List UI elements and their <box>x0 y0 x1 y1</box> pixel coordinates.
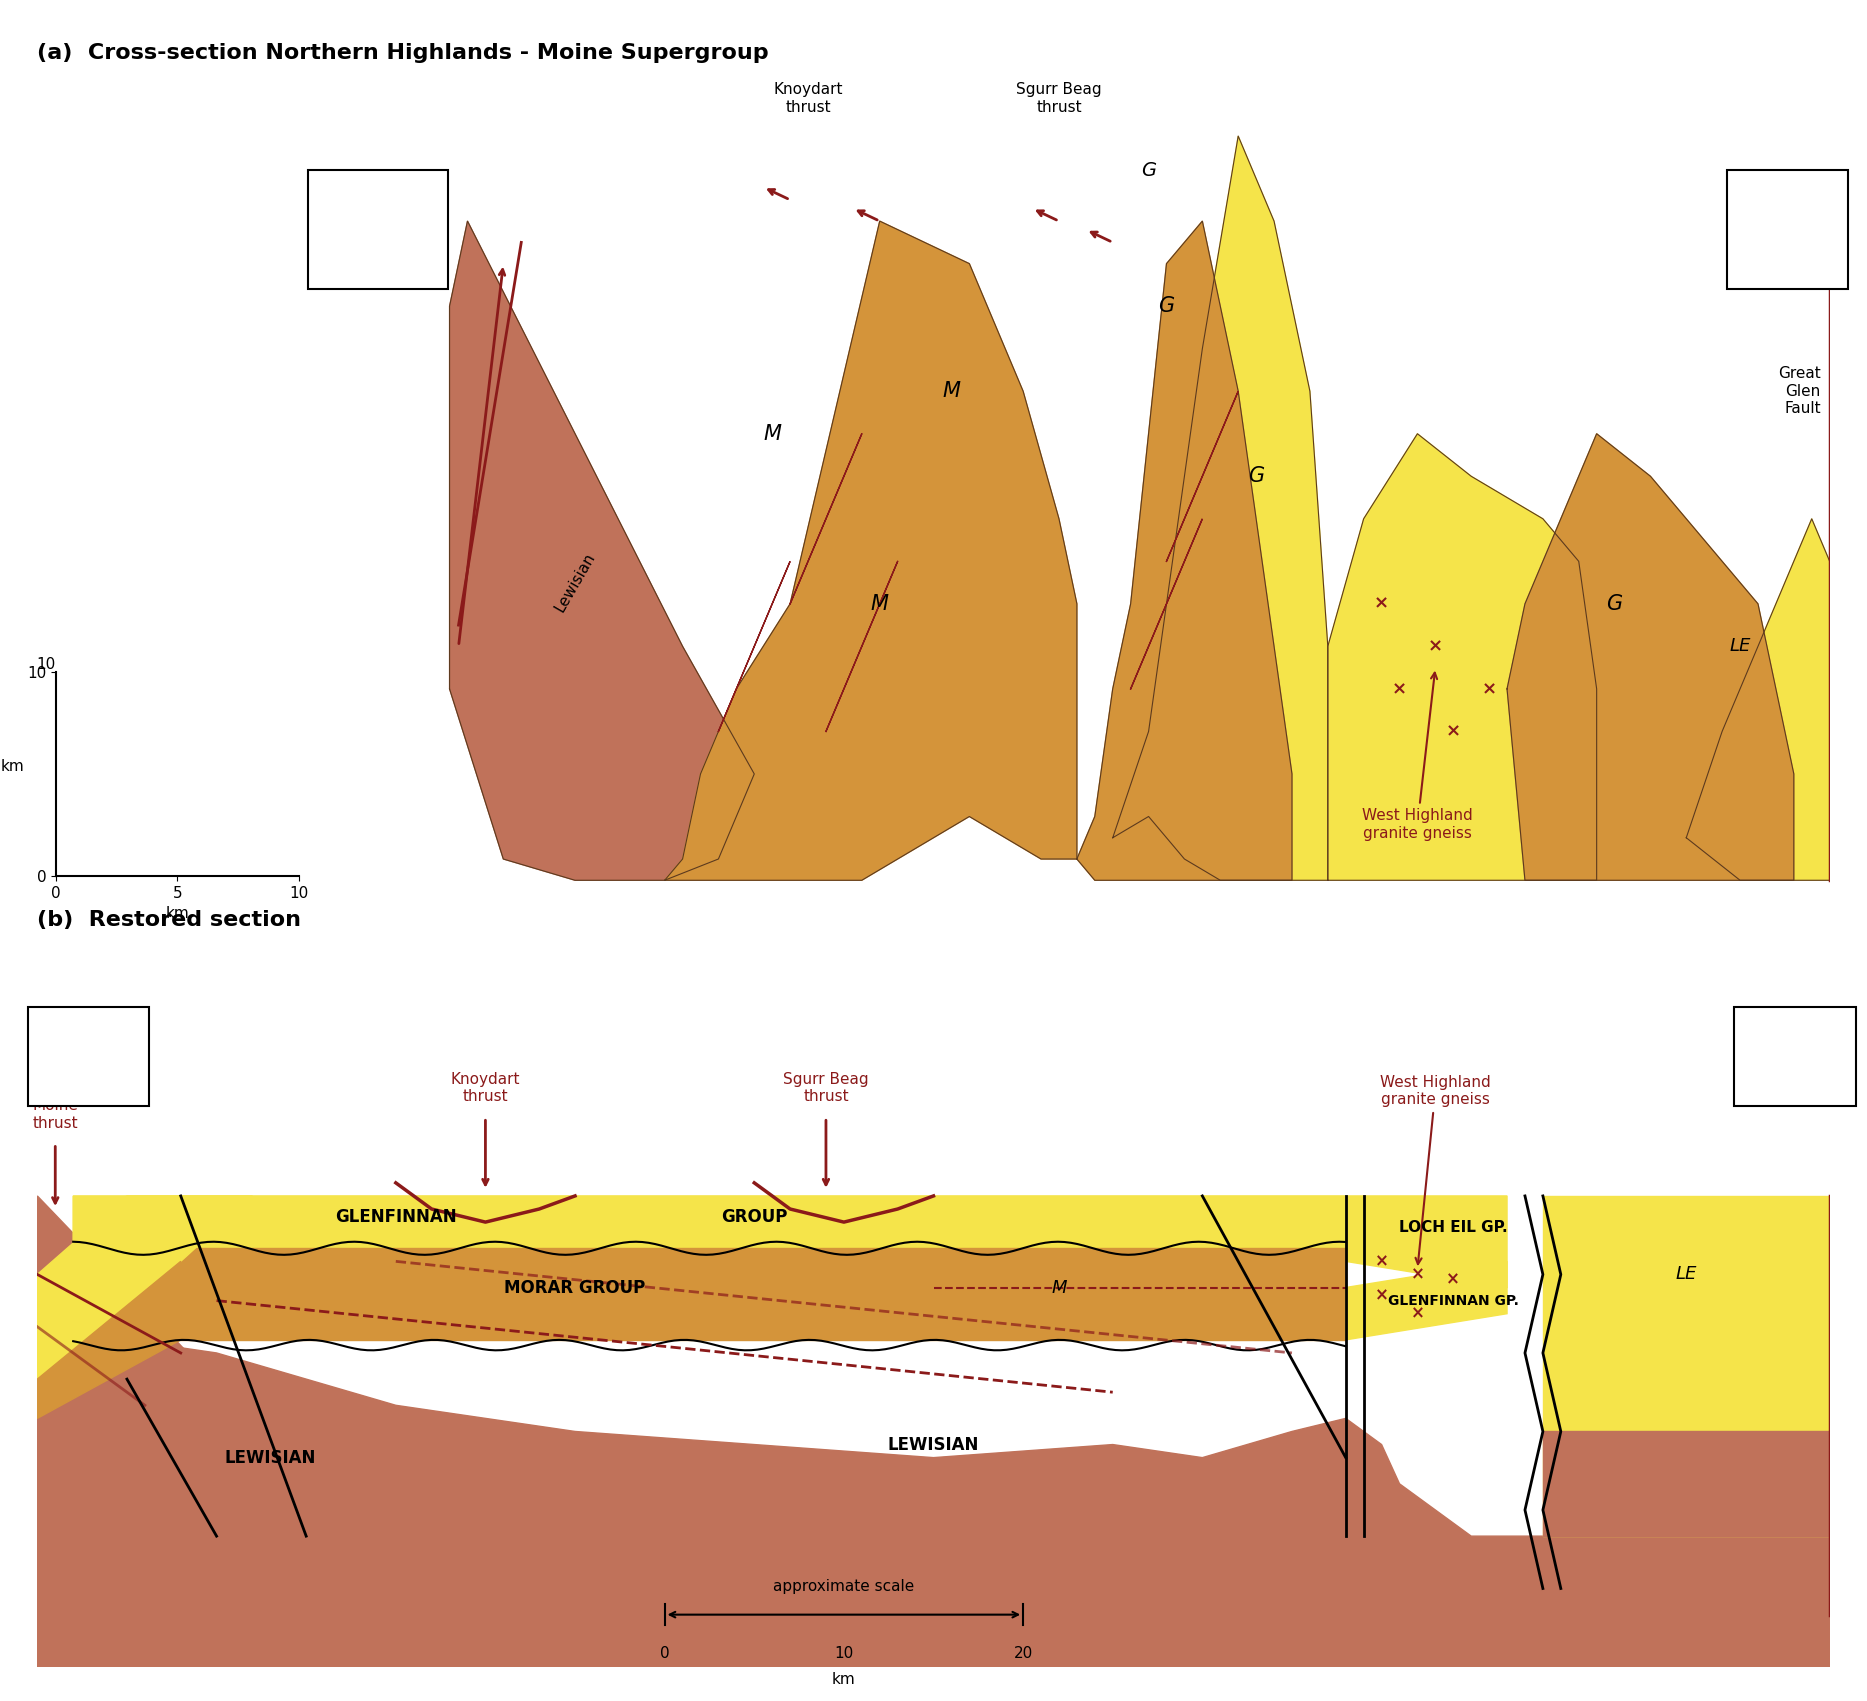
Text: ×: × <box>1410 1266 1425 1284</box>
Text: approximate scale: approximate scale <box>773 1579 915 1594</box>
Text: 20: 20 <box>1014 1647 1032 1662</box>
Text: (b)  Restored section: (b) Restored section <box>37 910 301 930</box>
Text: Great
Glen
Fault: Great Glen Fault <box>1777 366 1820 417</box>
Text: ×: × <box>1374 1252 1389 1271</box>
Text: West Highland
granite gneiss: West Highland granite gneiss <box>1380 1075 1490 1264</box>
Text: G: G <box>1141 160 1156 180</box>
Polygon shape <box>450 221 754 881</box>
Text: M: M <box>870 594 889 614</box>
Text: MORAR GROUP: MORAR GROUP <box>504 1279 646 1296</box>
Text: West Highland
granite gneiss: West Highland granite gneiss <box>1363 672 1473 840</box>
Text: LEWISIAN: LEWISIAN <box>224 1449 316 1466</box>
Text: NW: NW <box>69 1046 106 1067</box>
Text: ×: × <box>1447 1271 1460 1289</box>
Text: SE: SE <box>1774 219 1800 240</box>
Polygon shape <box>1346 1288 1507 1340</box>
Text: 10: 10 <box>37 657 56 672</box>
Text: GLENFINNAN: GLENFINNAN <box>334 1208 457 1226</box>
Text: km: km <box>833 1672 855 1687</box>
Text: LE: LE <box>1729 638 1751 655</box>
Polygon shape <box>37 1196 288 1458</box>
Polygon shape <box>1113 136 1327 881</box>
Polygon shape <box>1346 1262 1507 1313</box>
Text: M: M <box>1051 1279 1066 1296</box>
Text: Lewisian: Lewisian <box>553 551 597 614</box>
Text: SE: SE <box>1781 1046 1807 1067</box>
Polygon shape <box>1507 434 1794 881</box>
Polygon shape <box>1346 1196 1507 1288</box>
Y-axis label: km: km <box>0 759 24 774</box>
Text: 10: 10 <box>835 1647 853 1662</box>
Polygon shape <box>1077 221 1292 881</box>
Text: Knoydart
thrust: Knoydart thrust <box>450 1072 521 1104</box>
Polygon shape <box>73 1196 1346 1262</box>
Text: Sgurr Beag
thrust: Sgurr Beag thrust <box>1016 82 1102 116</box>
Polygon shape <box>665 221 1077 881</box>
Polygon shape <box>37 1340 1830 1667</box>
Text: ×: × <box>1374 595 1389 612</box>
X-axis label: km: km <box>166 907 189 922</box>
Text: ×: × <box>1482 680 1497 697</box>
Polygon shape <box>1686 519 1830 881</box>
Text: ×: × <box>1393 680 1408 697</box>
Text: G: G <box>1158 296 1174 316</box>
Text: GLENFINNAN GP.: GLENFINNAN GP. <box>1387 1294 1518 1308</box>
Text: Knoydart
thrust: Knoydart thrust <box>773 82 842 116</box>
Text: 0: 0 <box>659 1647 670 1662</box>
Text: G: G <box>1247 466 1264 486</box>
Text: ×: × <box>1374 1286 1389 1305</box>
Text: G: G <box>1606 594 1622 614</box>
Text: Moine
thrust: Moine thrust <box>32 1099 78 1131</box>
Text: M: M <box>943 381 960 401</box>
Text: ×: × <box>1410 1305 1425 1323</box>
Text: (a)  Cross-section Northern Highlands - Moine Supergroup: (a) Cross-section Northern Highlands - M… <box>37 43 769 63</box>
Text: Sgurr Beag
thrust: Sgurr Beag thrust <box>782 1072 868 1104</box>
Polygon shape <box>37 1196 252 1380</box>
Polygon shape <box>1542 1196 1830 1536</box>
Text: LEWISIAN: LEWISIAN <box>889 1436 978 1454</box>
Text: ×: × <box>1445 723 1460 740</box>
Text: GROUP: GROUP <box>721 1208 788 1226</box>
Text: ×: × <box>1428 638 1443 655</box>
Text: M: M <box>764 424 780 444</box>
Text: LE: LE <box>1675 1266 1697 1284</box>
Text: Moine
thrust: Moine thrust <box>390 189 437 221</box>
Polygon shape <box>37 1262 181 1419</box>
Text: NW: NW <box>327 219 364 240</box>
Polygon shape <box>1327 434 1596 881</box>
Polygon shape <box>1542 1432 1830 1536</box>
Text: LOCH EIL GP.: LOCH EIL GP. <box>1398 1220 1507 1235</box>
